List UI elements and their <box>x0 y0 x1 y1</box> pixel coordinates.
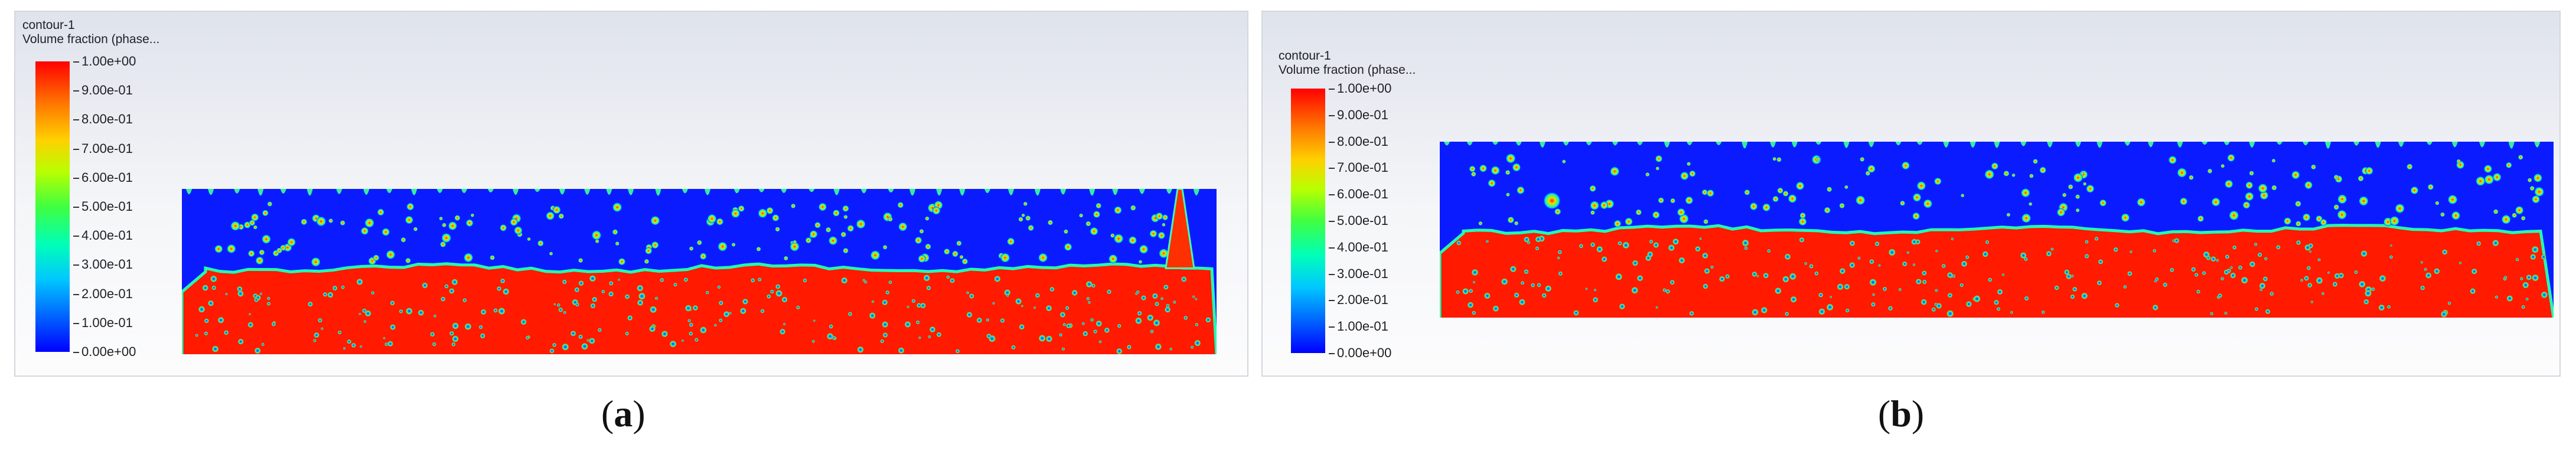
caption-b: (b) <box>1878 393 1925 435</box>
colorbar-tick-label: 1.00e+00 <box>1328 81 1392 96</box>
colorbar-tick-label: 3.00e-01 <box>73 257 133 272</box>
contour-title: contour-1 <box>22 18 75 32</box>
caption-a: (a) <box>601 393 645 435</box>
colorbar-tick-label: 4.00e-01 <box>73 228 133 243</box>
colorbar-tick-label: 1.00e-01 <box>73 315 133 330</box>
contour-plot <box>1440 142 2554 318</box>
colorbar <box>35 61 70 352</box>
colorbar-tick-label: 5.00e-01 <box>73 199 133 214</box>
volume-fraction-field <box>182 189 1217 354</box>
colorbar-tick-label: 2.00e-01 <box>1329 292 1388 308</box>
volume-fraction-field <box>1440 142 2554 318</box>
colorbar-tick-label: 9.00e-01 <box>73 83 133 98</box>
colorbar-tick-label: 1.00e+00 <box>73 54 136 68</box>
contour-title: contour-1 <box>1279 49 1331 63</box>
colorbar-tick-label: 8.00e-01 <box>73 112 133 127</box>
colorbar-tick-label: 4.00e-01 <box>1329 239 1388 254</box>
colorbar <box>1291 89 1325 353</box>
colorbar-tick-label: 9.00e-01 <box>1329 107 1388 122</box>
colorbar-tick-label: 2.00e-01 <box>73 286 133 301</box>
colorbar-tick-label: 5.00e-01 <box>1329 213 1388 228</box>
colorbar-tick-label: 6.00e-01 <box>1329 187 1388 202</box>
contour-panel-a: contour-1 Volume fraction (phase... 1.00… <box>14 11 1248 377</box>
colorbar-tick-label: 7.00e-01 <box>73 141 133 156</box>
contour-variable-label: Volume fraction (phase... <box>1279 63 1416 77</box>
contour-plot <box>182 189 1217 354</box>
colorbar-tick-label: 0.00e+00 <box>1328 345 1392 360</box>
colorbar-tick-label: 6.00e-01 <box>73 169 133 185</box>
contour-variable-label: Volume fraction (phase... <box>22 32 160 46</box>
colorbar-tick-label: 1.00e-01 <box>1329 319 1388 334</box>
colorbar-tick-label: 7.00e-01 <box>1329 160 1388 175</box>
colorbar-tick-label: 3.00e-01 <box>1329 266 1388 281</box>
contour-panel-b: contour-1 Volume fraction (phase... 1.00… <box>1261 11 2561 377</box>
colorbar-tick-label: 8.00e-01 <box>1329 133 1388 149</box>
colorbar-tick-label: 0.00e+00 <box>73 344 136 359</box>
